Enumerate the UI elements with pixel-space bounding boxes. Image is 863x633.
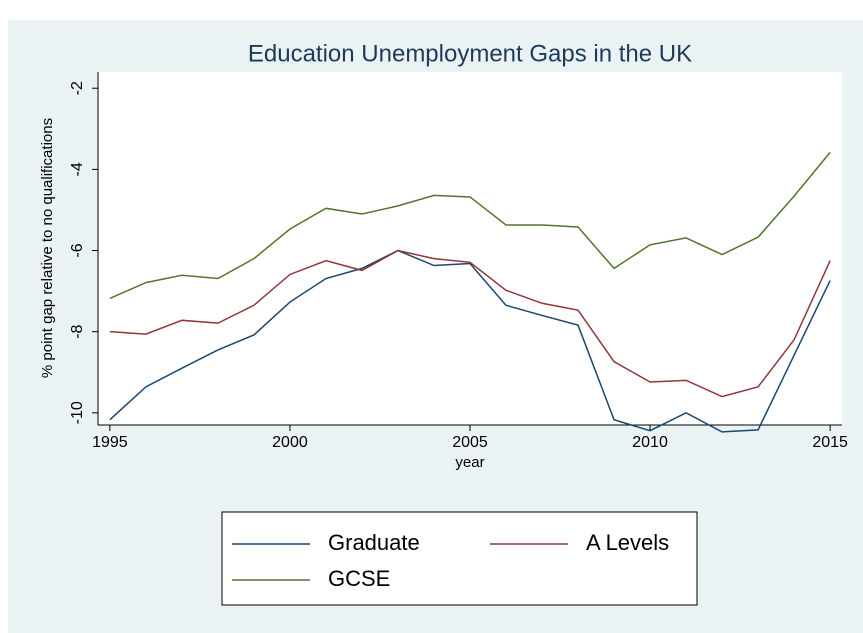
- x-tick-label: 2010: [632, 434, 668, 451]
- y-tick-label: -2: [69, 81, 86, 95]
- legend-label: GCSE: [328, 566, 390, 591]
- legend: [221, 511, 698, 606]
- series-line: [109, 249, 831, 433]
- plot-region: [98, 72, 842, 425]
- legend-label: Graduate: [328, 530, 420, 555]
- legend-label: A Levels: [586, 530, 669, 555]
- y-tick-label: -10: [69, 401, 86, 424]
- x-tick-label: 2005: [452, 434, 488, 451]
- y-tick-label: -8: [69, 324, 86, 338]
- x-axis-title: year: [455, 454, 484, 471]
- series-line: [109, 249, 831, 398]
- x-tick-label: 2000: [272, 434, 308, 451]
- x-tick-label: 1995: [92, 434, 128, 451]
- series-line: [109, 151, 831, 300]
- chart-title: Education Unemployment Gaps in the UK: [248, 40, 692, 67]
- x-tick-label: 2015: [812, 434, 848, 451]
- y-tick-label: -6: [69, 243, 86, 257]
- y-tick-label: -4: [69, 162, 86, 176]
- y-axis-title: % point gap relative to no qualification…: [39, 118, 56, 378]
